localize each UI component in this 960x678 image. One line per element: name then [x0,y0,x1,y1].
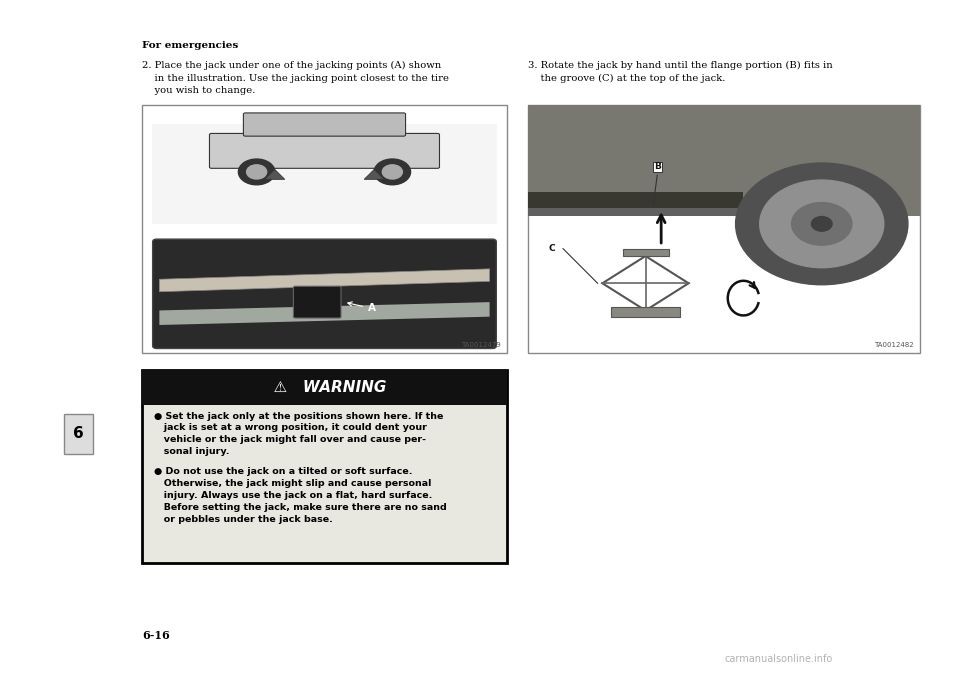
Text: C: C [548,244,555,253]
FancyBboxPatch shape [294,286,341,318]
FancyBboxPatch shape [244,113,405,136]
Bar [611,307,680,317]
Text: ● Set the jack only at the positions shown here. If the
   jack is set at a wron: ● Set the jack only at the positions sho… [154,412,443,456]
Polygon shape [265,170,285,180]
Text: 3. Rotate the jack by hand until the flange portion (B) fits in
    the groove (: 3. Rotate the jack by hand until the fla… [528,61,832,83]
Polygon shape [159,302,490,325]
Circle shape [792,203,852,245]
Text: For emergencies: For emergencies [142,41,238,49]
Bar [142,370,507,563]
Circle shape [811,216,832,231]
Bar [142,105,507,353]
Bar [622,249,669,256]
Text: TA0012479: TA0012479 [462,342,501,348]
Text: ● Do not use the jack on a tilted or soft surface.
   Otherwise, the jack might : ● Do not use the jack on a tilted or sof… [154,467,446,524]
Text: 2. Place the jack under one of the jacking points (A) shown
    in the illustrat: 2. Place the jack under one of the jacki… [142,61,449,95]
Text: ⚠   WARNING: ⚠ WARNING [263,380,386,395]
Text: TA0012482: TA0012482 [875,342,914,348]
Circle shape [759,180,884,268]
Bar [528,105,920,216]
Polygon shape [364,170,384,180]
FancyBboxPatch shape [153,239,496,348]
FancyBboxPatch shape [209,134,440,168]
Circle shape [238,159,275,185]
Bar [64,414,93,454]
Circle shape [382,165,402,179]
Circle shape [374,159,411,185]
Text: 6: 6 [73,426,84,441]
Text: carmanualsonline.info: carmanualsonline.info [725,654,833,664]
Bar [528,207,763,216]
Text: 6-16: 6-16 [142,630,170,641]
Circle shape [247,165,267,179]
Polygon shape [159,269,490,292]
Bar [152,123,497,224]
Bar [528,192,743,209]
Text: B: B [654,163,660,172]
Bar [528,105,920,353]
Bar [142,370,507,405]
Text: A: A [348,302,376,313]
Circle shape [735,163,908,285]
